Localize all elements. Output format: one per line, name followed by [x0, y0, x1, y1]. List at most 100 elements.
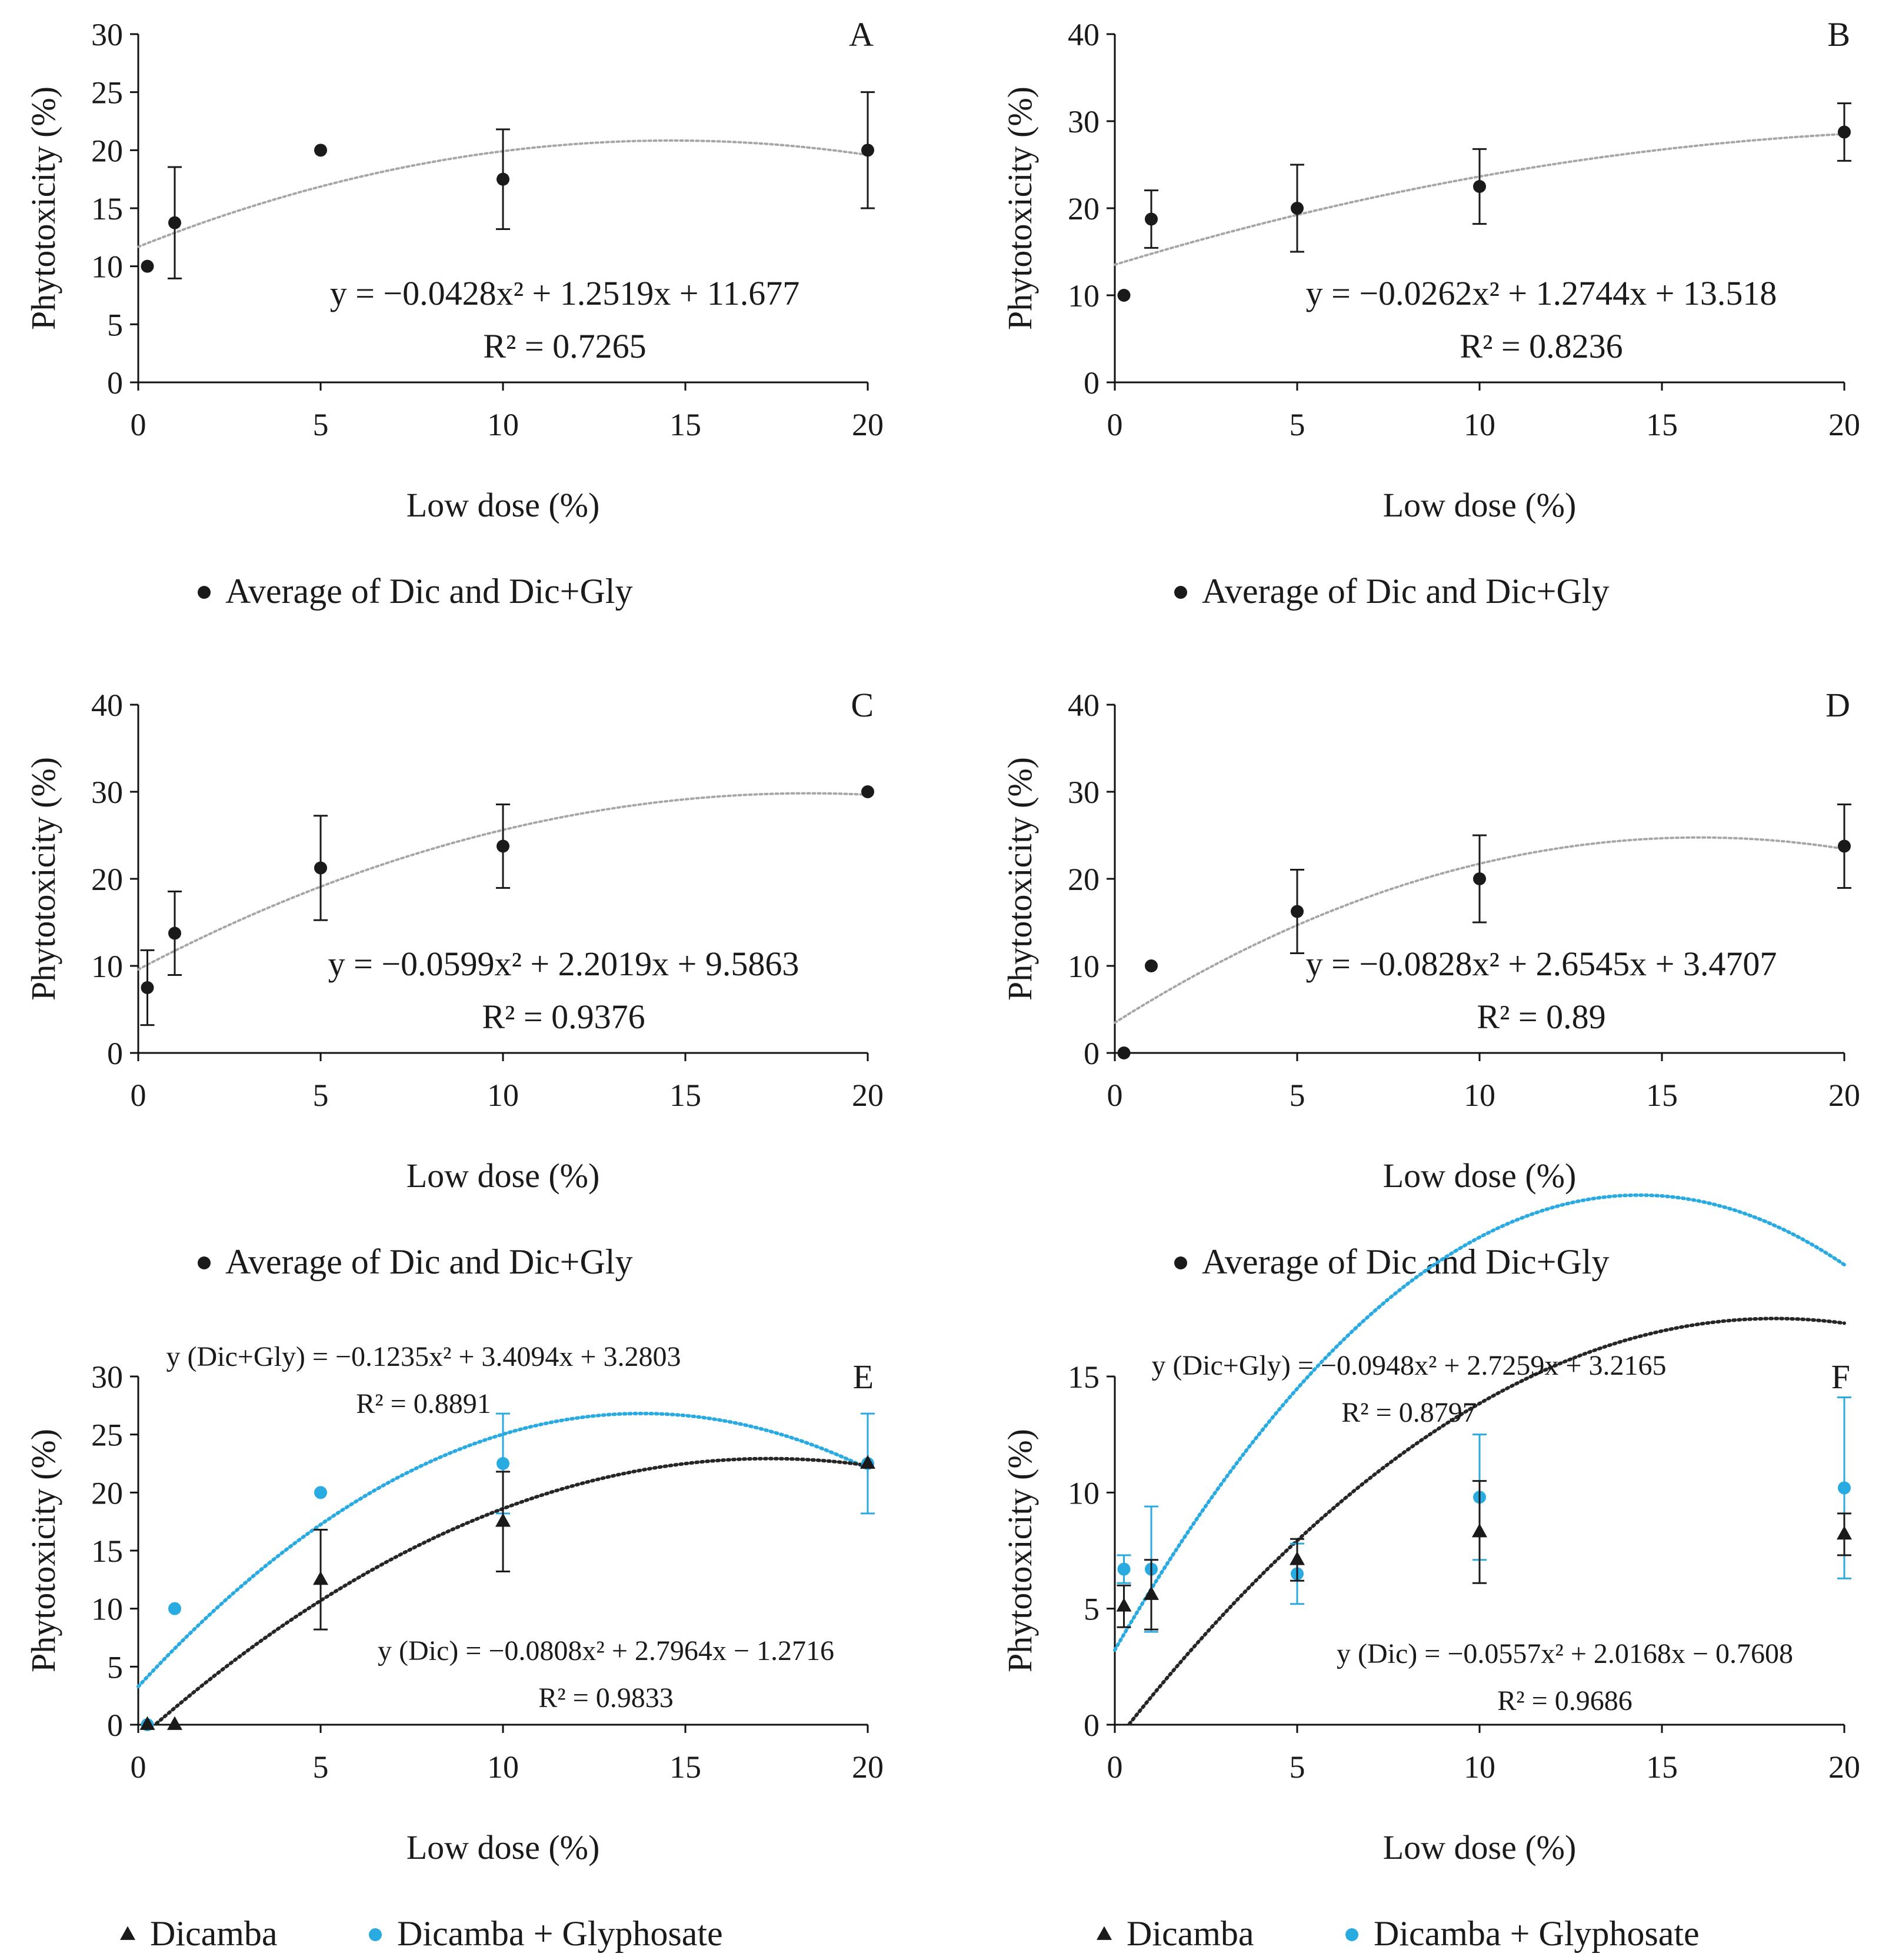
data-point-dicamba — [1290, 1551, 1305, 1565]
y-tick-label: 15 — [91, 191, 123, 226]
panel-letter: A — [849, 15, 874, 54]
y-axis-title: Phytotoxicity (%) — [1001, 86, 1039, 330]
y-tick-label: 20 — [91, 1475, 123, 1511]
r-squared: R² = 0.9376 — [482, 998, 645, 1036]
r-squared: R² = 0.8891 — [356, 1388, 491, 1419]
legend: Average of Dic and Dic+Gly — [198, 1242, 632, 1281]
regression-equation: y (Dic) = −0.0808x² + 2.7964x − 1.2716 — [378, 1635, 834, 1666]
panel-d: 0 10 20 30 40 0 5 10 15 20 Low dose (%) Phytotoxici… — [1001, 686, 1860, 1281]
regression-equation: y (Dic) = −0.0557x² + 2.0168x − 0.7608 — [1337, 1638, 1793, 1669]
panel-letter: C — [851, 686, 874, 724]
y-tick-label: 15 — [91, 1534, 123, 1569]
y-tick-label: 20 — [91, 133, 123, 168]
data-point — [141, 981, 154, 994]
trendline-dicamba — [155, 1456, 869, 1725]
x-tick-label: 15 — [669, 407, 701, 442]
y-tick-label: 5 — [107, 307, 123, 342]
x-axis-title: Low dose (%) — [407, 1828, 600, 1866]
legend: Dicamba Dicamba + Glyphosate — [120, 1914, 723, 1953]
y-tick-label: 20 — [1068, 191, 1100, 226]
y-tick-label: 30 — [91, 775, 123, 810]
regression-equation: y (Dic+Gly) = −0.1235x² + 3.4094x + 3.28… — [166, 1341, 681, 1372]
data-point — [1117, 1046, 1131, 1059]
y-tick-label: 10 — [1068, 949, 1100, 984]
regression-equation: y (Dic+Gly) = −0.0948x² + 2.7259x + 3.21… — [1151, 1350, 1666, 1381]
x-tick-label: 15 — [1646, 1078, 1678, 1113]
data-point-dicamba — [1472, 1523, 1487, 1538]
data-point — [1145, 212, 1158, 226]
y-tick-label: 0 — [1084, 365, 1100, 401]
x-tick-label: 20 — [1828, 1078, 1860, 1113]
data-point — [1117, 289, 1131, 302]
data-point-dicamba — [860, 1455, 875, 1469]
legend-label: Average of Dic and Dic+Gly — [225, 1242, 632, 1281]
x-tick-label: 5 — [313, 407, 329, 442]
y-tick-label: 30 — [1068, 104, 1100, 139]
legend: Dicamba Dicamba + Glyphosate — [1097, 1914, 1700, 1953]
data-point-dicamba — [1837, 1525, 1852, 1540]
data-point-dicamba — [1144, 1586, 1159, 1600]
data-point — [1291, 905, 1304, 918]
x-axis-title: Low dose (%) — [407, 1156, 600, 1195]
r-squared: R² = 0.8797 — [1341, 1397, 1476, 1428]
legend-label: Average of Dic and Dic+Gly — [1202, 1242, 1609, 1281]
x-axis-title: Low dose (%) — [1383, 1828, 1577, 1866]
y-tick-label: 5 — [1084, 1592, 1100, 1627]
trendline-dicamba-glyphosate — [1113, 1193, 1846, 1652]
legend-marker — [1174, 1256, 1187, 1269]
legend: Average of Dic and Dic+Gly — [1174, 1242, 1609, 1281]
panel-letter: B — [1827, 15, 1850, 54]
panel-letter: E — [853, 1358, 874, 1396]
x-tick-label: 5 — [1290, 1078, 1305, 1113]
data-point-dicamba-glyphosate — [1838, 1481, 1851, 1495]
y-tick-label: 15 — [1068, 1359, 1100, 1395]
y-tick-label: 10 — [1068, 278, 1100, 314]
y-tick-label: 40 — [91, 688, 123, 723]
regression-equation: y = −0.0262x² + 1.2744x + 13.518 — [1306, 274, 1777, 312]
legend-marker-dicamba-glyphosate — [1345, 1928, 1358, 1941]
y-tick-label: 0 — [107, 1708, 123, 1743]
y-tick-label: 20 — [1068, 862, 1100, 897]
panel-c: 0 10 20 30 40 0 5 10 15 20 Low dose (%) Phytotoxici… — [24, 686, 884, 1281]
y-tick-label: 10 — [91, 249, 123, 285]
x-tick-label: 0 — [131, 1749, 146, 1785]
legend-label-dicamba: Dicamba — [1127, 1914, 1254, 1953]
x-tick-label: 10 — [1464, 1078, 1495, 1113]
panel-a: 0 5 10 15 20 25 30 0 5 10 15 20 Low dose (%) Phytotox… — [24, 15, 884, 611]
data-point — [1838, 125, 1851, 139]
regression-equation: y = −0.0428x² + 1.2519x + 11.677 — [330, 274, 800, 312]
data-point — [1473, 180, 1486, 193]
y-tick-label: 5 — [107, 1649, 123, 1685]
legend-label-dicamba-glyphosate: Dicamba + Glyphosate — [1374, 1914, 1700, 1953]
x-tick-label: 0 — [131, 407, 146, 442]
data-point-dicamba-glyphosate — [1117, 1562, 1131, 1576]
data-point-dicamba — [313, 1571, 328, 1585]
x-tick-label: 15 — [1646, 407, 1678, 442]
x-axis-title: Low dose (%) — [1383, 486, 1577, 524]
x-tick-label: 20 — [852, 1749, 884, 1785]
x-tick-label: 10 — [1464, 1749, 1495, 1785]
data-point — [497, 172, 509, 186]
x-tick-label: 10 — [1464, 407, 1495, 442]
x-tick-label: 15 — [1646, 1749, 1678, 1785]
legend-marker — [1174, 586, 1187, 599]
legend-marker-dicamba — [120, 1926, 135, 1940]
panel-letter: D — [1825, 686, 1850, 724]
data-point-dicamba — [495, 1513, 511, 1527]
panel-letter: F — [1831, 1358, 1850, 1396]
x-tick-label: 20 — [1828, 407, 1860, 442]
data-point — [861, 785, 874, 798]
y-tick-label: 25 — [91, 75, 123, 111]
legend-marker — [198, 1256, 211, 1269]
data-point-dicamba-glyphosate — [497, 1457, 509, 1470]
panel-e: 0 5 10 15 20 25 30 0 5 10 15 20 Low dose (%) Phytotox… — [24, 1341, 884, 1953]
x-tick-label: 20 — [1828, 1749, 1860, 1785]
x-tick-label: 10 — [487, 407, 519, 442]
legend-label-dicamba-glyphosate: Dicamba + Glyphosate — [397, 1914, 723, 1953]
y-tick-label: 10 — [91, 949, 123, 984]
x-tick-label: 5 — [313, 1078, 329, 1113]
x-tick-label: 10 — [487, 1749, 519, 1785]
r-squared: R² = 0.8236 — [1460, 327, 1623, 365]
data-point — [861, 144, 874, 157]
y-tick-label: 10 — [91, 1592, 123, 1627]
